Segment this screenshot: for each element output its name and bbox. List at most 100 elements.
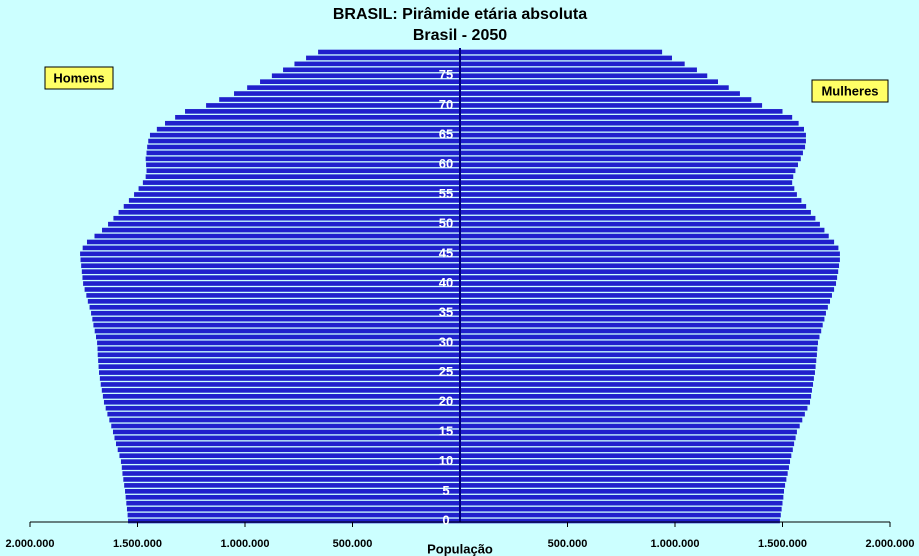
bar: [460, 483, 786, 488]
bar: [116, 441, 460, 447]
bar: [318, 49, 460, 55]
y-tick-label: 50: [439, 216, 453, 231]
bar: [460, 49, 663, 55]
bar: [127, 512, 461, 518]
bar: [108, 221, 461, 227]
bar: [460, 103, 763, 108]
bar: [460, 281, 837, 286]
x-tick-label: 2.000.000: [6, 538, 55, 550]
bar: [87, 299, 461, 304]
bar: [460, 275, 838, 280]
bar: [460, 477, 787, 482]
bar: [94, 328, 460, 334]
y-tick-label: 0: [442, 512, 449, 527]
bar: [98, 364, 461, 369]
bar: [460, 162, 798, 168]
bar: [460, 85, 729, 90]
bar: [142, 180, 460, 185]
bar: [460, 435, 796, 441]
bar: [107, 411, 461, 417]
bar: [96, 334, 460, 340]
bar: [460, 471, 788, 476]
bar: [460, 126, 804, 132]
bar: [460, 239, 835, 245]
bar: [103, 399, 461, 405]
bar: [460, 109, 783, 114]
y-tick-label: 75: [439, 67, 453, 82]
bar: [113, 215, 461, 221]
bar: [112, 429, 461, 435]
bar: [98, 358, 460, 364]
y-tick-label: 60: [439, 156, 453, 171]
bar: [460, 388, 812, 393]
bar: [460, 465, 789, 470]
bar: [99, 370, 460, 375]
bar: [460, 328, 822, 334]
bar: [145, 174, 461, 179]
y-tick-label: 70: [439, 97, 453, 112]
bar: [460, 417, 803, 423]
bar: [460, 150, 803, 156]
bar: [97, 352, 460, 358]
bar: [80, 257, 461, 263]
bar: [460, 358, 817, 364]
bar: [234, 91, 460, 96]
bar: [86, 239, 460, 245]
bar: [134, 192, 460, 197]
x-tick-label: 1.000.000: [221, 538, 270, 550]
bar: [81, 269, 460, 274]
bar: [149, 132, 460, 138]
bar: [460, 156, 801, 162]
y-tick-label: 40: [439, 275, 453, 290]
bar: [122, 471, 460, 476]
x-tick-label: 500.000: [548, 538, 588, 550]
bar: [97, 340, 460, 346]
bar: [460, 251, 840, 257]
bar: [306, 55, 460, 61]
bar: [86, 293, 460, 298]
y-tick-label: 5: [442, 483, 449, 498]
bar: [111, 423, 461, 429]
bar: [185, 109, 460, 114]
bar: [460, 334, 820, 340]
bar: [460, 132, 806, 138]
bar: [105, 405, 461, 411]
bar: [102, 227, 461, 233]
bar: [460, 198, 802, 203]
bar: [99, 376, 460, 381]
bar: [460, 405, 808, 411]
bar: [460, 441, 795, 447]
bar: [460, 346, 818, 352]
bar: [460, 186, 795, 191]
bar: [460, 221, 820, 227]
bar: [128, 518, 461, 524]
bar: [283, 67, 460, 73]
x-axis-label: População: [427, 541, 493, 556]
bar: [89, 304, 461, 310]
bar: [460, 180, 793, 185]
bar: [124, 483, 461, 488]
bar: [460, 500, 783, 506]
bar: [219, 97, 460, 102]
bar: [260, 79, 460, 84]
y-tick-label: 10: [439, 453, 453, 468]
y-tick-label: 55: [439, 186, 453, 201]
bar: [126, 506, 460, 512]
x-tick-label: 2.000.000: [866, 538, 915, 550]
bar: [460, 168, 796, 174]
bar: [206, 103, 460, 108]
bar: [165, 120, 460, 126]
bar: [460, 287, 835, 292]
bar: [460, 399, 811, 405]
bar: [460, 376, 814, 381]
bar: [119, 453, 460, 459]
bar: [175, 114, 460, 120]
bar: [102, 394, 460, 399]
bar: [460, 269, 839, 274]
bar: [83, 281, 460, 286]
legend-label: Mulheres: [821, 83, 878, 98]
bar: [460, 382, 814, 387]
bar: [125, 489, 460, 494]
bar: [460, 245, 839, 251]
